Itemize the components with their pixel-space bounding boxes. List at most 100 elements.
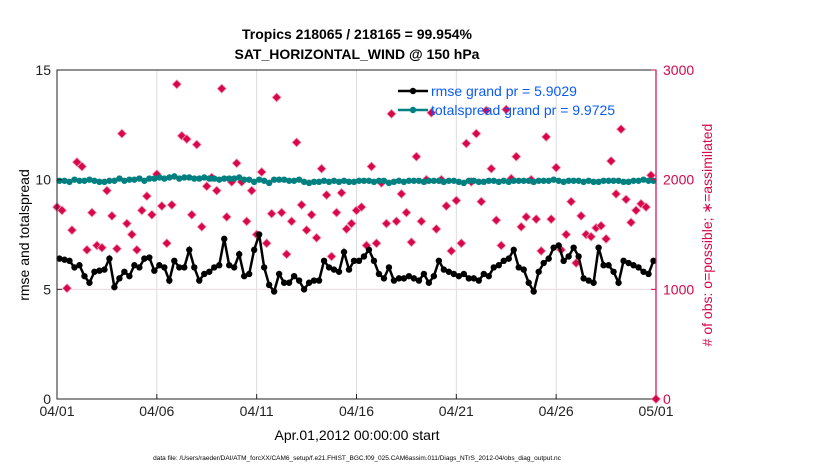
totalspread-point xyxy=(500,177,507,184)
obs-point xyxy=(176,130,187,141)
rmse-point xyxy=(166,277,173,284)
legend-spread-marker xyxy=(409,106,417,114)
totalspread-point xyxy=(201,174,208,181)
x-tick-label: 04/06 xyxy=(139,403,174,419)
obs-point xyxy=(146,209,157,220)
rmse-point xyxy=(235,251,243,258)
totalspread-point xyxy=(221,175,228,182)
rmse-point xyxy=(305,279,313,286)
obs-point xyxy=(371,238,382,249)
totalspread-point xyxy=(510,177,517,184)
obs-point xyxy=(216,83,227,94)
totalspread-point xyxy=(136,175,143,182)
obs-point xyxy=(321,189,332,201)
y2-tick-label: 3000 xyxy=(663,62,694,78)
obs-point xyxy=(341,223,352,235)
rmse-point xyxy=(106,255,113,262)
rmse-point xyxy=(335,268,343,275)
totalspread-point xyxy=(610,177,617,184)
rmse-point xyxy=(201,270,208,278)
totalspread-point xyxy=(255,176,263,183)
obs-point xyxy=(356,202,367,213)
rmse-point xyxy=(216,262,223,269)
obs-point xyxy=(426,107,437,118)
rmse-point xyxy=(56,255,63,262)
obs-point xyxy=(546,214,557,225)
rmse-point xyxy=(365,246,373,254)
obs-point xyxy=(640,202,652,213)
rmse-point xyxy=(101,266,108,273)
obs-point xyxy=(625,217,637,228)
rmse-point xyxy=(400,275,408,282)
totalspread-point xyxy=(390,178,398,186)
y2-tick-label: 1000 xyxy=(663,281,694,297)
obs-point xyxy=(541,131,552,142)
totalspread-point xyxy=(540,177,547,184)
obs-point xyxy=(316,163,327,174)
obs-point xyxy=(491,215,502,226)
y-tick-label: 0 xyxy=(43,391,51,407)
y-tick-label: 15 xyxy=(35,62,51,78)
totalspread-point xyxy=(126,176,133,183)
rmse-point xyxy=(310,277,318,284)
obs-point xyxy=(86,207,98,218)
obs-point xyxy=(431,223,442,235)
totalspread-point xyxy=(560,178,567,186)
obs-point xyxy=(101,185,112,196)
totalspread-point xyxy=(181,174,188,181)
totalspread-point xyxy=(600,177,607,184)
totalspread-point xyxy=(485,177,492,184)
rmse-point xyxy=(181,264,188,271)
totalspread-point xyxy=(555,177,562,184)
totalspread-point xyxy=(435,177,443,184)
rmse-point xyxy=(650,257,657,265)
rmse-point xyxy=(415,277,423,284)
rmse-point xyxy=(625,259,632,267)
totalspread-point xyxy=(625,178,632,186)
rmse-point xyxy=(280,279,288,286)
rmse-point xyxy=(575,253,582,260)
obs-point xyxy=(386,108,397,119)
obs-point xyxy=(476,196,487,207)
rmse-point xyxy=(435,257,443,265)
totalspread-point xyxy=(640,176,647,183)
obs-point xyxy=(256,166,267,178)
obs-point xyxy=(211,185,222,196)
totalspread-point xyxy=(410,177,418,184)
totalspread-point xyxy=(385,179,393,187)
rmse-point xyxy=(161,264,168,271)
obs-point xyxy=(501,104,512,115)
totalspread-point xyxy=(645,177,652,184)
obs-point xyxy=(471,128,482,139)
totalspread-point xyxy=(290,177,298,184)
rmse-point xyxy=(355,257,363,265)
totalspread-point xyxy=(66,178,73,186)
totalspread-point xyxy=(305,179,313,187)
totalspread-point xyxy=(106,177,113,184)
totalspread-point xyxy=(196,175,203,182)
rmse-point xyxy=(111,283,118,291)
obs-point xyxy=(261,238,272,249)
obs-point xyxy=(66,225,78,236)
obs-point xyxy=(441,200,452,212)
rmse-point xyxy=(595,244,602,251)
rmse-point xyxy=(585,277,592,284)
obs-point xyxy=(446,245,457,257)
totalspread-point xyxy=(121,177,128,184)
totalspread-point xyxy=(131,176,138,183)
rmse-point xyxy=(315,277,323,284)
rmse-point xyxy=(410,275,418,282)
totalspread-point xyxy=(370,178,378,186)
rmse-point xyxy=(460,270,468,278)
totalspread-point xyxy=(235,174,243,181)
rmse-point xyxy=(420,270,428,278)
rmse-point xyxy=(385,264,393,271)
obs-point xyxy=(76,161,88,172)
totalspread-point xyxy=(420,178,428,186)
obs-point xyxy=(241,216,252,227)
totalspread-point xyxy=(590,178,597,186)
x-tick-label: 04/26 xyxy=(539,403,574,419)
totalspread-point xyxy=(570,177,577,184)
obs-point xyxy=(56,205,68,216)
totalspread-point xyxy=(325,178,333,186)
